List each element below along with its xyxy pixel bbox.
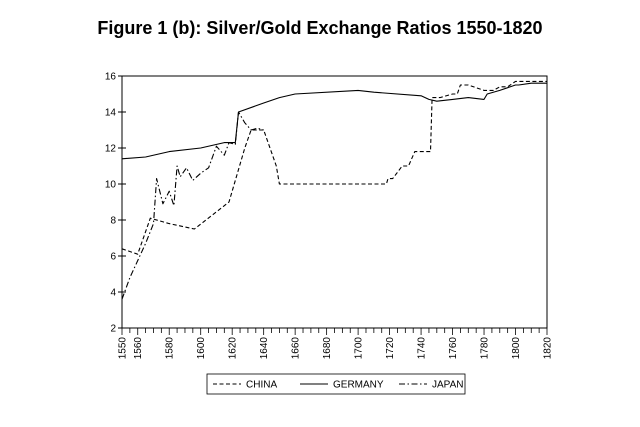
y-tick-label: 10 xyxy=(105,180,117,191)
y-tick-label: 4 xyxy=(110,288,116,299)
legend: CHINA GERMANY JAPAN xyxy=(206,373,466,395)
legend-label-japan: JAPAN xyxy=(432,380,464,391)
x-axis: 1550 1560 1580 1600 1620 1640 1660 1680 1700 1720… xyxy=(118,328,554,359)
x-tick-label: 1780 xyxy=(480,337,491,360)
x-tick-label: 1620 xyxy=(228,337,239,360)
legend-label-germany: GERMANY xyxy=(333,380,384,391)
x-tick-label: 1550 xyxy=(118,337,129,360)
series-line-germany xyxy=(121,82,547,160)
x-tick-label: 1680 xyxy=(322,337,333,360)
x-tick-label: 1760 xyxy=(448,337,459,360)
x-tick-label: 1600 xyxy=(196,337,207,360)
x-tick-label: 1740 xyxy=(417,337,428,360)
y-tick-label: 2 xyxy=(110,324,116,335)
x-tick-label: 1660 xyxy=(291,337,302,360)
x-tick-label: 1640 xyxy=(259,337,270,360)
chart-title: Figure 1 (b): Silver/Gold Exchange Ratio… xyxy=(97,18,543,38)
y-axis: 2 4 6 8 10 12 14 16 xyxy=(105,72,126,335)
y-tick-label: 8 xyxy=(110,216,116,227)
series-line-japan xyxy=(121,111,264,300)
plot-border xyxy=(121,75,548,329)
y-tick-label: 14 xyxy=(105,108,117,119)
y-tick-label: 6 xyxy=(110,252,116,263)
legend-box xyxy=(206,373,466,395)
y-tick-label: 12 xyxy=(105,144,117,155)
x-tick-label: 1820 xyxy=(543,337,554,360)
legend-label-china: CHINA xyxy=(246,380,277,391)
series-layer xyxy=(121,80,547,300)
x-tick-label: 1700 xyxy=(354,337,365,360)
series-line-china xyxy=(121,80,547,255)
x-tick-label: 1800 xyxy=(511,337,522,360)
x-tick-label: 1580 xyxy=(165,337,176,360)
x-tick-label: 1720 xyxy=(385,337,396,360)
y-tick-label: 16 xyxy=(105,72,117,83)
plot-frame xyxy=(121,75,548,329)
x-tick-label: 1560 xyxy=(133,337,144,360)
